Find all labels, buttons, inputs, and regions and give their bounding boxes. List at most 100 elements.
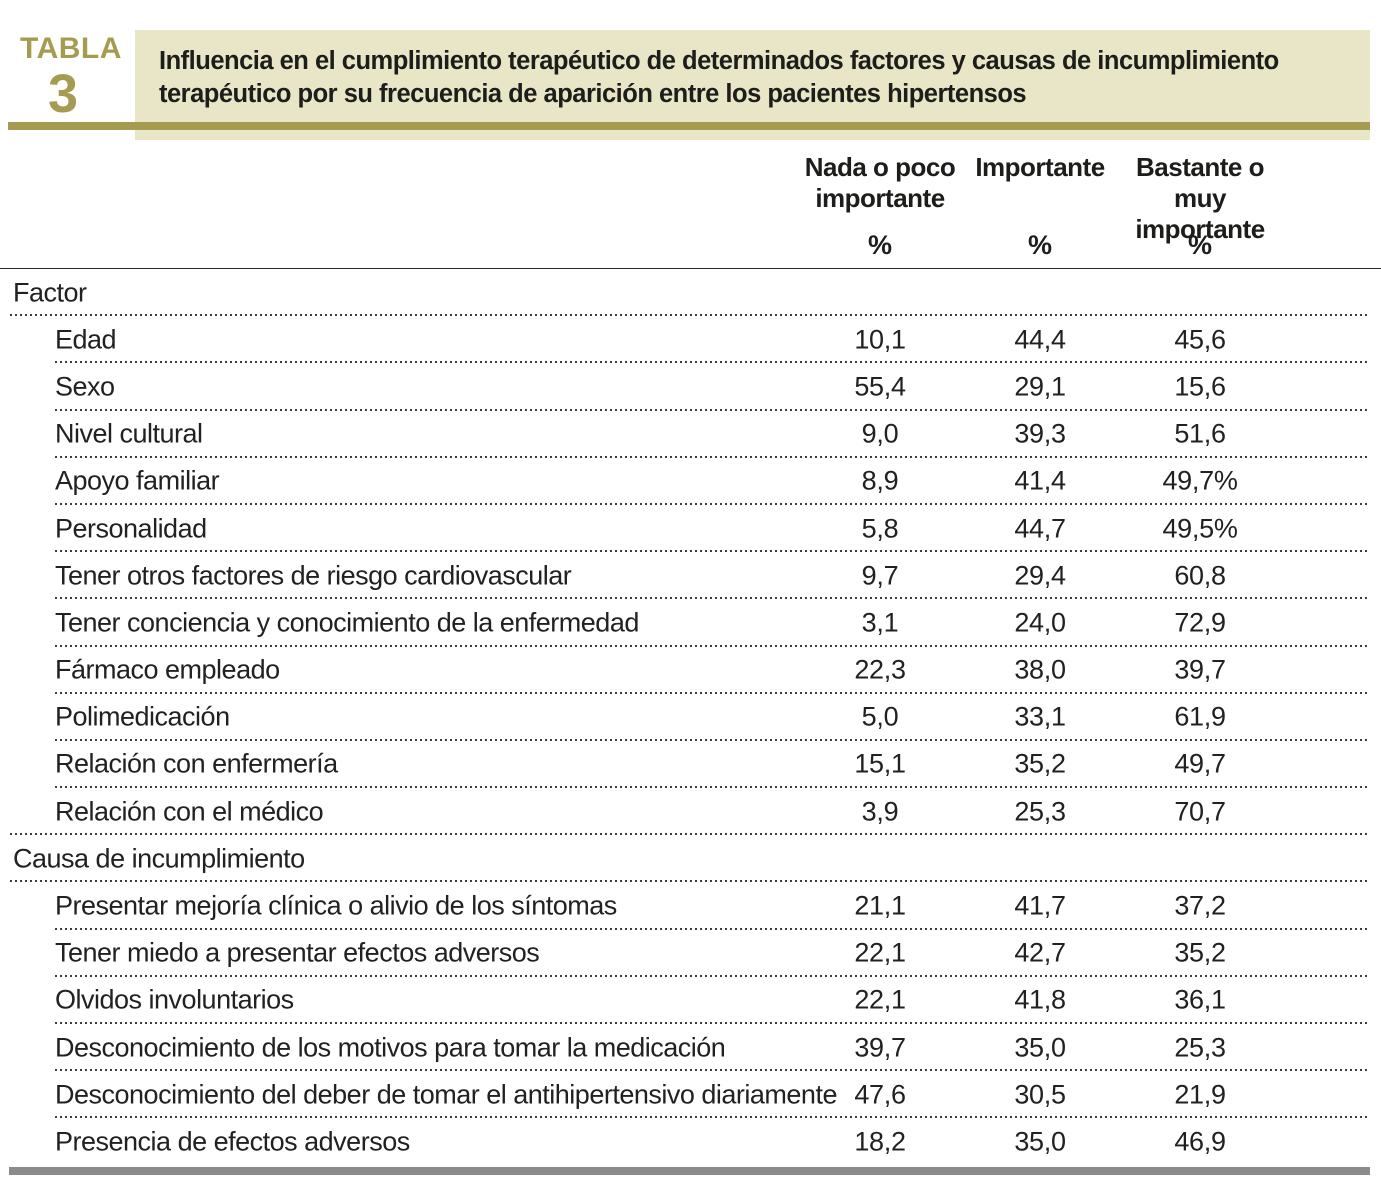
column-unit-2: % <box>1027 230 1052 260</box>
cell-value: 39,7 <box>854 1032 906 1063</box>
row-separator <box>55 455 1370 458</box>
section-header-label: Factor <box>13 277 87 308</box>
row-label: Presentar mejoría clínica o alivio de lo… <box>55 890 617 921</box>
row-separator <box>55 691 1370 694</box>
figure-title-line-1: Influencia en el cumplimiento terapéutic… <box>159 47 1279 75</box>
table-row: Presencia de efectos adversos 18,2 35,0 46,… <box>0 1118 1381 1165</box>
table-row: Desconocimiento de los motivos para toma… <box>0 1024 1381 1072</box>
row-label: Fármaco empleado <box>55 654 280 685</box>
cell-value: 55,4 <box>854 371 906 402</box>
cell-value: 46,9 <box>1174 1126 1226 1157</box>
cell-value: 30,5 <box>1014 1079 1066 1110</box>
cell-value: 22,3 <box>854 654 906 685</box>
cell-value: 21,1 <box>854 890 906 921</box>
cell-value: 24,0 <box>1014 607 1066 638</box>
bottom-bar <box>9 1167 1370 1175</box>
figure-label-word: TABLA <box>20 32 122 65</box>
table-row: Tener conciencia y conocimiento de la en… <box>0 599 1381 647</box>
column-headers: Nada o poco importante Importante Bastan… <box>0 152 1381 268</box>
cell-value: 9,0 <box>861 418 899 449</box>
table-row: Tener miedo a presentar efectos adversos… <box>0 930 1381 977</box>
table-row: Edad 10,1 44,4 45,6 <box>0 316 1381 364</box>
table-row: Tener otros factores de riesgo cardiovas… <box>0 552 1381 600</box>
title-band: Influencia en el cumplimiento terapéutic… <box>135 30 1370 140</box>
cell-value: 38,0 <box>1014 654 1066 685</box>
cell-value: 35,0 <box>1014 1032 1066 1063</box>
column-header-2: Importante <box>975 152 1105 182</box>
cell-value: 60,8 <box>1174 560 1226 591</box>
cell-value: 41,8 <box>1014 984 1066 1015</box>
row-separator <box>55 974 1370 977</box>
row-separator <box>55 1022 1370 1024</box>
section-header-label: Causa de incumplimiento <box>13 843 305 874</box>
row-separator <box>55 786 1370 789</box>
row-label: Tener otros factores de riesgo cardiovas… <box>55 560 572 591</box>
cell-value: 35,0 <box>1014 1126 1066 1157</box>
column-unit-1: % <box>867 230 892 260</box>
table-row: Relación con el médico 3,9 25,3 70,7 <box>0 788 1381 836</box>
row-label: Sexo <box>55 371 115 402</box>
figure-label: TABLA 3 <box>20 32 122 124</box>
cell-value: 42,7 <box>1014 937 1066 968</box>
row-label: Nivel cultural <box>55 418 203 449</box>
cell-value: 47,6 <box>854 1079 906 1110</box>
cell-value: 51,6 <box>1174 418 1226 449</box>
cell-value: 5,0 <box>861 701 899 732</box>
figure-title-line-2: terapéutico por su frecuencia de aparici… <box>159 80 1027 108</box>
column-unit-3: % <box>1187 230 1212 260</box>
cell-value: 8,9 <box>861 465 899 496</box>
cell-value: 61,9 <box>1174 701 1226 732</box>
cell-value: 22,1 <box>854 937 906 968</box>
cell-value: 22,1 <box>854 984 906 1015</box>
cell-value: 33,1 <box>1014 701 1066 732</box>
cell-value: 5,8 <box>861 513 899 544</box>
cell-value: 15,1 <box>854 748 906 779</box>
cell-value: 41,7 <box>1014 890 1066 921</box>
table-rows: Factor Edad 10,1 44,4 45,6 Sexo 55,4 29,1 15,6 Ni… <box>0 268 1381 1166</box>
cell-value: 35,2 <box>1174 937 1226 968</box>
row-label: Relación con enfermería <box>55 748 338 779</box>
table-row: Olvidos involuntarios 22,1 41,8 36,1 <box>0 977 1381 1024</box>
section-header-row: Factor <box>0 269 1381 317</box>
cell-value: 9,7 <box>861 560 899 591</box>
table-row: Sexo 55,4 29,1 15,6 <box>0 363 1381 411</box>
row-separator <box>55 408 1370 411</box>
table-row: Desconocimiento del deber de tomar el an… <box>0 1071 1381 1119</box>
column-header-3: Bastante o muy importante <box>1135 152 1265 244</box>
row-label: Presencia de efectos adversos <box>55 1126 410 1157</box>
row-label: Personalidad <box>55 513 207 544</box>
cell-value: 37,2 <box>1174 890 1226 921</box>
table-row: Relación con enfermería 15,1 35,2 49,7 <box>0 741 1381 789</box>
cell-value: 29,4 <box>1014 560 1066 591</box>
row-label: Tener miedo a presentar efectos adversos <box>55 937 540 968</box>
row-separator <box>55 927 1370 930</box>
cell-value: 39,7 <box>1174 654 1226 685</box>
cell-value: 41,4 <box>1014 465 1066 496</box>
cell-value: 3,9 <box>861 796 899 827</box>
table-row: Nivel cultural 9,0 39,3 51,6 <box>0 411 1381 458</box>
cell-value: 45,6 <box>1174 324 1226 355</box>
figure-label-number: 3 <box>47 64 79 124</box>
row-separator <box>55 361 1370 364</box>
row-label: Apoyo familiar <box>55 465 220 496</box>
row-separator <box>10 314 1370 317</box>
row-separator <box>10 880 1370 883</box>
row-label: Desconocimiento de los motivos para toma… <box>55 1032 726 1063</box>
row-separator <box>10 833 1370 836</box>
cell-value: 49,5% <box>1162 513 1238 544</box>
row-label: Tener conciencia y conocimiento de la en… <box>55 607 639 638</box>
cell-value: 18,2 <box>854 1126 906 1157</box>
row-separator <box>55 738 1370 741</box>
cell-value: 39,3 <box>1014 418 1066 449</box>
cell-value: 3,1 <box>861 607 899 638</box>
table-row: Presentar mejoría clínica o alivio de lo… <box>0 882 1381 930</box>
cell-value: 29,1 <box>1014 371 1066 402</box>
cell-value: 49,7 <box>1174 748 1226 779</box>
row-label: Edad <box>55 324 117 355</box>
row-separator <box>55 502 1370 505</box>
cell-value: 44,7 <box>1014 513 1066 544</box>
cell-value: 72,9 <box>1174 607 1226 638</box>
row-separator <box>55 550 1370 553</box>
cell-value: 36,1 <box>1174 984 1226 1015</box>
cell-value: 49,7% <box>1162 465 1238 496</box>
